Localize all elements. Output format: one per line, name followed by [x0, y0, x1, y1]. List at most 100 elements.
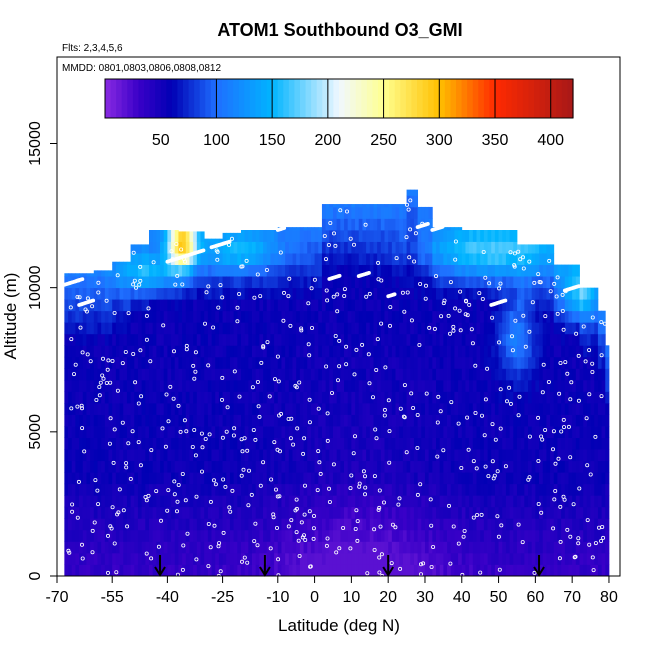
heatmap-cell: [178, 231, 183, 242]
heatmap-cell: [454, 310, 459, 323]
sample-point: [362, 474, 367, 479]
heatmap-cell: [160, 518, 165, 531]
heatmap-cell: [255, 230, 260, 242]
heatmap-cell: [528, 437, 533, 450]
heatmap-cell: [207, 391, 212, 404]
heatmap-cell: [450, 506, 455, 519]
heatmap-cell: [399, 230, 404, 242]
heatmap-cell: [561, 472, 566, 485]
heatmap-cell: [310, 227, 315, 231]
heatmap-cell: [196, 287, 201, 300]
heatmap-cell: [590, 483, 595, 496]
heatmap-cell: [310, 506, 315, 519]
heatmap-cell: [391, 204, 396, 208]
heatmap-cell: [226, 552, 231, 565]
sample-point: [130, 429, 135, 434]
heatmap-cell: [491, 333, 496, 346]
heatmap-cell: [145, 310, 150, 323]
heatmap-cell: [193, 241, 198, 254]
heatmap-cell: [465, 518, 470, 531]
heatmap-cell: [421, 518, 426, 531]
heatmap-cell: [590, 506, 595, 519]
heatmap-cell: [579, 368, 584, 381]
heatmap-cell: [377, 322, 382, 335]
heatmap-cell: [156, 529, 161, 542]
heatmap-cell: [384, 333, 389, 346]
heatmap-cell: [432, 403, 437, 415]
heatmap-cell: [340, 552, 345, 565]
heatmap-cell: [75, 460, 80, 473]
heatmap-cell: [233, 379, 238, 392]
heatmap-cell: [528, 322, 533, 335]
heatmap-cell: [347, 552, 352, 565]
heatmap-cell: [196, 276, 201, 289]
heatmap-cell: [494, 552, 499, 565]
sample-point: [429, 523, 434, 528]
heatmap-cell: [539, 426, 544, 438]
heatmap-cell: [472, 241, 477, 254]
heatmap-cell: [196, 541, 201, 554]
heatmap-cell: [362, 552, 367, 565]
heatmap-cell: [163, 414, 168, 427]
heatmap-cell: [557, 472, 562, 485]
heatmap-cell: [266, 552, 271, 565]
heatmap-cell: [270, 449, 275, 462]
heatmap-cell: [288, 483, 293, 496]
heatmap-cell: [487, 426, 492, 438]
heatmap-cell: [119, 449, 124, 462]
heatmap-cell: [443, 241, 448, 254]
heatmap-cell: [564, 276, 569, 289]
heatmap-cell: [410, 518, 415, 531]
heatmap-cell: [509, 449, 514, 462]
heatmap-cell: [476, 506, 481, 519]
heatmap-cell: [579, 552, 584, 565]
heatmap-cell: [189, 264, 194, 277]
heatmap-cell: [605, 345, 610, 358]
heatmap-cell: [303, 322, 308, 335]
heatmap-cell: [101, 483, 106, 496]
sample-point: [126, 441, 131, 446]
heatmap-cell: [362, 206, 367, 219]
heatmap-cell: [417, 356, 422, 369]
heatmap-cell: [557, 322, 562, 335]
sample-point: [274, 526, 279, 531]
heatmap-cell: [285, 529, 290, 542]
heatmap-cell: [79, 529, 84, 542]
heatmap-cell: [399, 368, 404, 381]
sample-point: [456, 541, 461, 546]
heatmap-cell: [480, 437, 485, 450]
heatmap-cell: [292, 368, 297, 381]
heatmap-cell: [115, 495, 120, 508]
heatmap-cell: [193, 368, 198, 381]
heatmap-cell: [480, 253, 485, 265]
heatmap-cell: [421, 345, 426, 358]
heatmap-cell: [134, 322, 139, 335]
heatmap-cell: [336, 391, 341, 404]
sample-point: [465, 313, 470, 318]
heatmap-cell: [134, 264, 139, 277]
heatmap-cell: [336, 449, 341, 462]
heatmap-cell: [344, 564, 349, 577]
heatmap-cell: [417, 518, 422, 531]
heatmap-cell: [277, 564, 282, 577]
heatmap-cell: [115, 460, 120, 473]
heatmap-cell: [450, 333, 455, 346]
heatmap-cell: [174, 287, 179, 300]
heatmap-cell: [329, 379, 334, 392]
heatmap-cell: [137, 310, 143, 323]
sample-point: [281, 290, 286, 295]
heatmap-cell: [406, 403, 411, 415]
heatmap-cell: [362, 253, 367, 265]
heatmap-cell: [182, 310, 187, 323]
sample-point: [325, 536, 330, 541]
heatmap-cell: [402, 345, 407, 358]
heatmap-cell: [68, 414, 73, 427]
heatmap-cell: [119, 437, 124, 450]
heatmap-cell: [259, 230, 264, 242]
heatmap-cell: [185, 299, 190, 312]
heatmap-cell: [373, 299, 378, 312]
heatmap-cell: [200, 506, 205, 519]
heatmap-cell: [377, 276, 382, 289]
heatmap-cell: [200, 299, 205, 312]
heatmap-cell: [351, 552, 356, 565]
